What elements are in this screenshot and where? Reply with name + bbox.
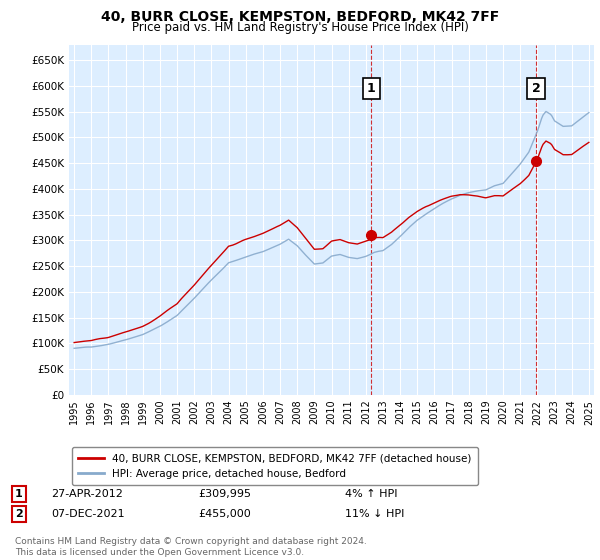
Text: 4% ↑ HPI: 4% ↑ HPI: [345, 489, 398, 499]
Text: Contains HM Land Registry data © Crown copyright and database right 2024.
This d: Contains HM Land Registry data © Crown c…: [15, 537, 367, 557]
Text: 27-APR-2012: 27-APR-2012: [51, 489, 123, 499]
Text: 2: 2: [532, 82, 541, 95]
Text: 11% ↓ HPI: 11% ↓ HPI: [345, 509, 404, 519]
Text: 1: 1: [367, 82, 376, 95]
Text: £455,000: £455,000: [198, 509, 251, 519]
Text: Price paid vs. HM Land Registry's House Price Index (HPI): Price paid vs. HM Land Registry's House …: [131, 21, 469, 34]
Text: 1: 1: [15, 489, 23, 499]
Legend: 40, BURR CLOSE, KEMPSTON, BEDFORD, MK42 7FF (detached house), HPI: Average price: 40, BURR CLOSE, KEMPSTON, BEDFORD, MK42 …: [71, 447, 478, 485]
Text: 40, BURR CLOSE, KEMPSTON, BEDFORD, MK42 7FF: 40, BURR CLOSE, KEMPSTON, BEDFORD, MK42 …: [101, 10, 499, 24]
Text: £309,995: £309,995: [198, 489, 251, 499]
Text: 2: 2: [15, 509, 23, 519]
Text: 07-DEC-2021: 07-DEC-2021: [51, 509, 125, 519]
